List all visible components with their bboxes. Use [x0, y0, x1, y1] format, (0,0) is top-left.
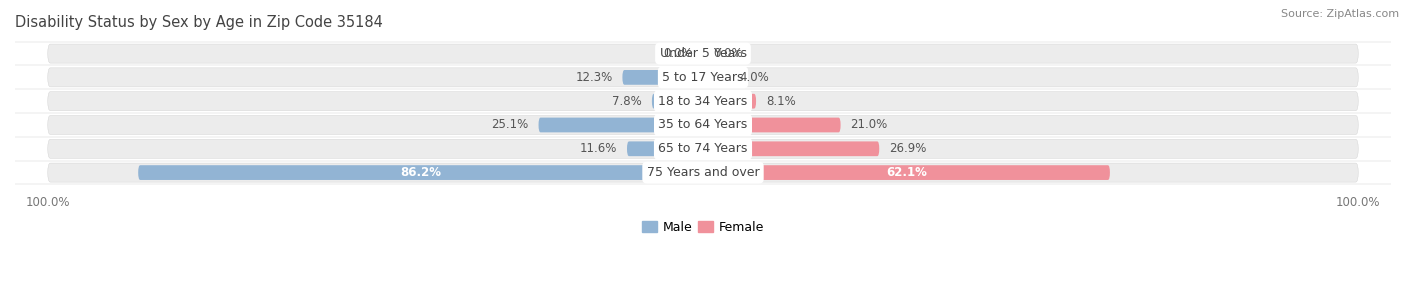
Text: Disability Status by Sex by Age in Zip Code 35184: Disability Status by Sex by Age in Zip C… [15, 15, 382, 30]
FancyBboxPatch shape [703, 118, 841, 132]
Text: 5 to 17 Years: 5 to 17 Years [662, 71, 744, 84]
Text: Source: ZipAtlas.com: Source: ZipAtlas.com [1281, 9, 1399, 19]
FancyBboxPatch shape [138, 165, 703, 180]
FancyBboxPatch shape [48, 44, 1358, 63]
FancyBboxPatch shape [538, 118, 703, 132]
Text: 25.1%: 25.1% [492, 119, 529, 132]
FancyBboxPatch shape [48, 116, 1358, 134]
FancyBboxPatch shape [623, 70, 703, 85]
FancyBboxPatch shape [652, 94, 703, 109]
FancyBboxPatch shape [48, 92, 1358, 111]
Text: 86.2%: 86.2% [401, 166, 441, 179]
Text: 7.8%: 7.8% [612, 95, 643, 108]
Text: 21.0%: 21.0% [851, 119, 887, 132]
FancyBboxPatch shape [48, 163, 1358, 182]
FancyBboxPatch shape [48, 139, 1358, 158]
Legend: Male, Female: Male, Female [637, 216, 769, 239]
Text: 62.1%: 62.1% [886, 166, 927, 179]
Text: 0.0%: 0.0% [664, 47, 693, 60]
Text: 26.9%: 26.9% [889, 142, 927, 155]
FancyBboxPatch shape [627, 141, 703, 156]
Text: 35 to 64 Years: 35 to 64 Years [658, 119, 748, 132]
Text: Under 5 Years: Under 5 Years [659, 47, 747, 60]
FancyBboxPatch shape [703, 141, 879, 156]
Text: 18 to 34 Years: 18 to 34 Years [658, 95, 748, 108]
Text: 75 Years and over: 75 Years and over [647, 166, 759, 179]
Text: 12.3%: 12.3% [575, 71, 613, 84]
Text: 4.0%: 4.0% [740, 71, 769, 84]
FancyBboxPatch shape [48, 68, 1358, 87]
FancyBboxPatch shape [703, 94, 756, 109]
Text: 0.0%: 0.0% [713, 47, 742, 60]
Text: 8.1%: 8.1% [766, 95, 796, 108]
FancyBboxPatch shape [703, 165, 1109, 180]
Text: 65 to 74 Years: 65 to 74 Years [658, 142, 748, 155]
Text: 11.6%: 11.6% [579, 142, 617, 155]
FancyBboxPatch shape [703, 70, 730, 85]
